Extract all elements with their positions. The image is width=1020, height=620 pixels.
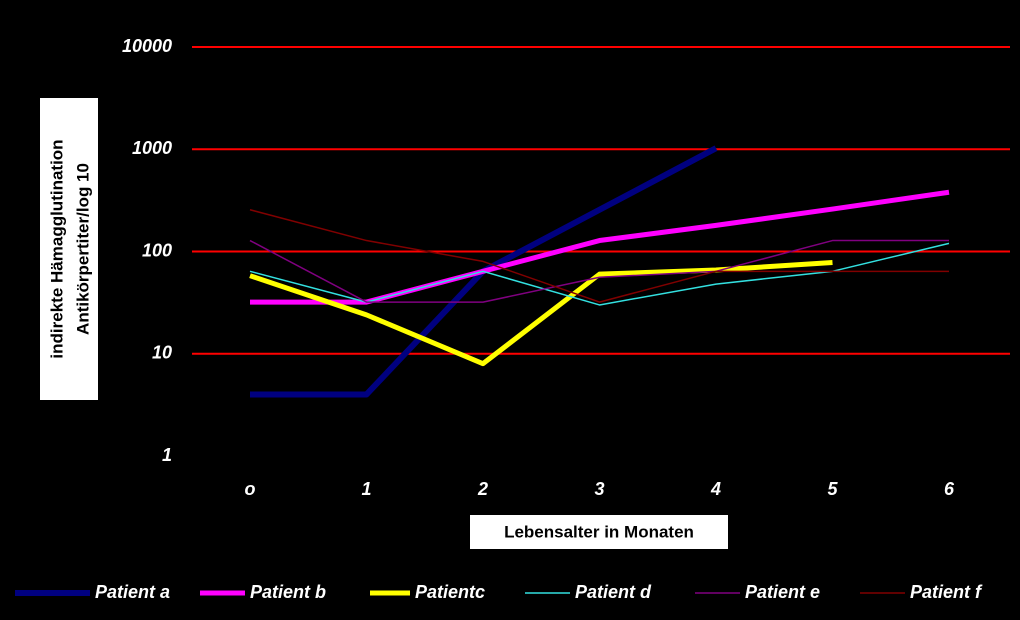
y-label-box <box>40 98 98 400</box>
legend-label: Patient d <box>575 582 652 602</box>
legend-label: Patientc <box>415 582 485 602</box>
legend-label: Patient a <box>95 582 170 602</box>
x-tick-label: 1 <box>361 479 371 499</box>
x-tick-label: 6 <box>944 479 955 499</box>
series-line <box>249 239 949 303</box>
legend-label: Patient b <box>250 582 326 602</box>
x-tick-label: 4 <box>710 479 721 499</box>
legend-label: Patient e <box>745 582 820 602</box>
x-label: Lebensalter in Monaten <box>504 522 694 541</box>
y-tick-label: 100 <box>142 240 172 260</box>
x-tick-label: 3 <box>594 479 604 499</box>
legend-label: Patient f <box>910 582 983 602</box>
x-tick-label: o <box>245 479 256 499</box>
y-label: Antikörpertiter/log 10 <box>73 163 92 335</box>
x-tick-label: 5 <box>827 479 838 499</box>
series-line <box>249 260 833 367</box>
y-tick-label: 10000 <box>122 36 172 56</box>
x-label-box <box>470 515 728 549</box>
y-tick-label: 10 <box>152 343 172 363</box>
y-tick-label: 1000 <box>132 138 172 158</box>
x-tick-label: 2 <box>477 479 488 499</box>
series-line <box>249 209 949 303</box>
y-tick-label: 1 <box>162 445 172 465</box>
y-label: indirekte Hämagglutination <box>47 139 66 358</box>
